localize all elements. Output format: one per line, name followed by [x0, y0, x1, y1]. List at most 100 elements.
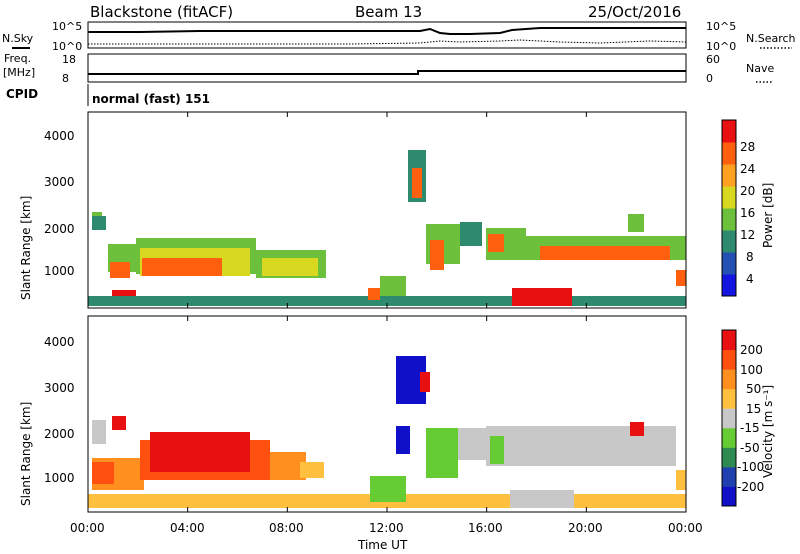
- nave-tick-top: 60: [706, 53, 720, 66]
- nsky-label: N.Sky: [2, 32, 34, 45]
- velocity-colorbar: 200 100 50 15 -15 -50 -100 -200 Velocity…: [721, 329, 775, 507]
- colorbar-step: [722, 388, 736, 409]
- x-tick-label: 12:00: [369, 521, 404, 535]
- colorbar-step: [722, 330, 736, 351]
- freq-panel-frame: [87, 53, 687, 83]
- power-data-bands: [88, 150, 686, 306]
- beam-title: Beam 13: [355, 3, 422, 21]
- x-tick-label: 00:00: [668, 521, 703, 535]
- velocity-band: [92, 420, 106, 444]
- noise-tick-bottom-right: 10^0: [706, 40, 736, 53]
- colorbar-step: [722, 230, 736, 253]
- noise-tick-top-left: 10^5: [52, 20, 82, 33]
- freq-trace: [88, 70, 686, 75]
- power-colorbar: 28 24 20 16 12 8 4 Power [dB]: [721, 119, 775, 297]
- velocity-band: [490, 436, 504, 464]
- colorbar-step: [722, 349, 736, 370]
- x-axis-label: Time UT: [357, 538, 408, 552]
- power-band: [92, 212, 102, 216]
- power-ytick-2000: 2000: [44, 222, 75, 236]
- x-tick-label: 08:00: [269, 521, 304, 535]
- velocity-cbar-tick: -100: [737, 460, 764, 474]
- power-band: [380, 276, 406, 296]
- freq-label: Freq.: [4, 52, 31, 65]
- colorbar-step: [722, 274, 736, 297]
- power-cbar-tick: 16: [740, 206, 755, 220]
- power-cbar-tick: 20: [740, 184, 755, 198]
- velocity-ytick-2000: 2000: [44, 427, 75, 441]
- cpid-value: normal (fast) 151: [92, 92, 210, 106]
- power-band: [92, 216, 106, 230]
- velocity-band: [396, 426, 410, 454]
- velocity-band: [300, 462, 324, 478]
- velocity-band: [150, 432, 250, 472]
- power-band: [540, 246, 670, 260]
- nsearch-trace: [88, 39, 687, 45]
- colorbar-step: [722, 466, 736, 487]
- power-cbar-tick: 8: [746, 250, 754, 264]
- noise-tick-top-right: 10^5: [706, 20, 736, 33]
- power-band: [676, 270, 686, 286]
- x-tick-label: 16:00: [468, 521, 503, 535]
- velocity-band: [676, 470, 686, 490]
- colorbar-step: [722, 142, 736, 165]
- power-colorbar-steps: [722, 120, 736, 297]
- noise-panel-frame: [87, 21, 687, 49]
- velocity-cbar-tick: -15: [740, 421, 760, 435]
- nsky-trace: [88, 27, 686, 35]
- velocity-cbar-tick: 50: [746, 382, 761, 396]
- colorbar-step: [722, 120, 736, 143]
- colorbar-step: [722, 164, 736, 187]
- power-band: [110, 262, 130, 278]
- power-cbar-label: Power [dB]: [761, 183, 775, 248]
- colorbar-step: [722, 408, 736, 429]
- power-ylabel: Slant Range [km]: [19, 196, 33, 300]
- velocity-band: [112, 416, 126, 430]
- freq-tick-top: 18: [62, 53, 76, 66]
- colorbar-step: [722, 447, 736, 468]
- power-band: [368, 288, 380, 300]
- power-band: [88, 296, 686, 306]
- power-band: [460, 222, 482, 246]
- velocity-band: [92, 462, 114, 484]
- nave-tick-bottom: 0: [706, 72, 713, 85]
- colorbar-step: [722, 427, 736, 448]
- freq-unit: [MHz]: [3, 66, 35, 79]
- power-colorbar-frame: [721, 119, 737, 297]
- power-ytick-3000: 3000: [44, 175, 75, 189]
- x-axis-ticks: [87, 112, 687, 512]
- power-band: [412, 168, 422, 198]
- station-title: Blackstone (fitACF): [90, 3, 233, 21]
- power-band: [628, 214, 644, 232]
- x-tick-label: 04:00: [170, 521, 205, 535]
- velocity-data-bands: [88, 356, 686, 508]
- power-band: [512, 288, 572, 306]
- velocity-cbar-tick: -50: [740, 441, 760, 455]
- velocity-cbar-tick: 100: [740, 363, 763, 377]
- power-cbar-tick: 4: [746, 272, 754, 286]
- colorbar-step: [722, 486, 736, 507]
- power-band: [488, 234, 504, 252]
- velocity-band: [458, 428, 486, 460]
- power-ytick-4000: 4000: [44, 129, 75, 143]
- velocity-band: [426, 428, 458, 478]
- power-band: [430, 240, 444, 270]
- power-ytick-1000: 1000: [44, 264, 75, 278]
- cpid-label: CPID: [6, 87, 38, 101]
- velocity-band: [486, 426, 676, 466]
- power-band: [262, 258, 318, 276]
- velocity-band: [630, 422, 644, 436]
- velocity-ytick-1000: 1000: [44, 471, 75, 485]
- power-band: [142, 258, 222, 276]
- velocity-panel: Slant Range [km] 1000 2000 3000 4000: [19, 315, 687, 513]
- date-title: 25/Oct/2016: [588, 3, 681, 21]
- velocity-colorbar-frame: [721, 329, 737, 507]
- velocity-cbar-tick: 15: [746, 402, 761, 416]
- freq-tick-bottom: 8: [62, 72, 69, 85]
- velocity-ytick-4000: 4000: [44, 335, 75, 349]
- velocity-colorbar-steps: [722, 330, 736, 507]
- velocity-band: [420, 372, 430, 392]
- colorbar-step: [722, 369, 736, 390]
- colorbar-step: [722, 252, 736, 275]
